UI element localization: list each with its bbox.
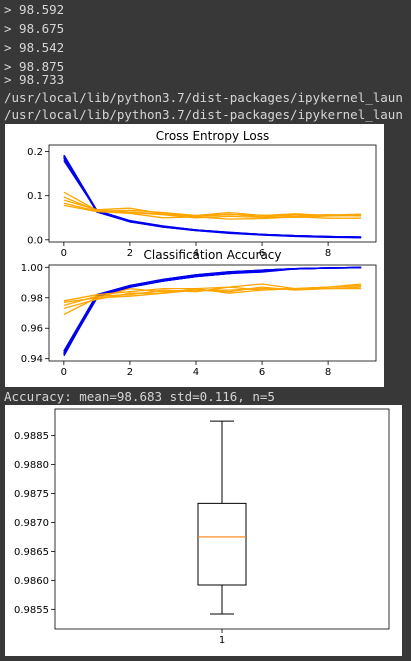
train-line [63,159,362,238]
y-tick-label: 0.1 [27,191,43,202]
plot-frame [48,144,377,243]
y-tick-label: 0.94 [21,354,43,365]
output-line: > 98.592 [4,2,65,17]
y-tick-label: 0.9855 [14,605,49,616]
test-line [63,191,362,218]
x-tick-label: 1 [219,635,225,646]
loss-accuracy-svg: 0 2 4 6 8 0.0 0.1 0.2 Cross Entropy Loss 0 2 4 6 8 0.9… [21,129,377,378]
train-line [63,266,362,355]
plot-frame [48,264,377,362]
output-line: > 98.733 [4,72,65,87]
y-tick-label: 0.9885 [14,431,49,442]
x-tick-label: 0 [61,248,67,259]
test-line [63,199,362,218]
chart-title: Cross Entropy Loss [156,129,269,143]
y-tick-label: 0.2 [27,147,43,158]
test-line [63,283,362,302]
train-line [63,157,362,239]
y-tick-label: 0.9860 [14,576,49,587]
train-line [63,266,362,352]
x-tick-label: 0 [61,367,67,378]
y-tick-label: 0.98 [21,293,43,304]
iqr-box [197,502,247,586]
boxplot-figure: 0.9855 0.9860 0.9865 0.9870 0.9875 0.9880 0.98… [5,405,402,656]
test-line [63,202,362,217]
x-tick-label: 8 [325,248,331,259]
x-tick-label: 2 [127,367,133,378]
train-line [63,266,362,355]
plot-frame [54,408,390,630]
y-tick-label: 0.9865 [14,547,49,558]
x-tick-label: 4 [193,367,199,378]
accuracy-summary: Accuracy: mean=98.683 std=0.116, n=5 [4,389,275,404]
x-tick-label: 6 [259,367,265,378]
train-line [63,266,362,354]
warning-line: /usr/local/lib/python3.7/dist-packages/i… [4,90,403,105]
test-line [63,204,362,220]
chart-title: Classification Accuracy [144,248,282,262]
y-tick-label: 0.9870 [14,518,49,529]
train-line [63,156,362,239]
output-line: > 98.875 [4,59,65,74]
y-tick-label: 0.9875 [14,489,49,500]
y-tick-label: 0.9880 [14,460,49,471]
test-line [63,196,362,219]
train-line [63,154,362,238]
y-tick-label: 0.0 [27,235,43,246]
x-tick-label: 8 [325,367,331,378]
output-line: > 98.542 [4,40,65,55]
warning-line: /usr/local/lib/python3.7/dist-packages/i… [4,107,403,122]
x-tick-label: 6 [259,248,265,259]
x-tick-label: 4 [193,248,199,259]
x-tick-label: 2 [127,248,133,259]
train-line [63,155,362,238]
loss-accuracy-figure: 0 2 4 6 8 0.0 0.1 0.2 Cross Entropy Loss 0 2 4 6 8 0.9… [5,124,384,387]
y-tick-label: 1.00 [21,263,43,274]
test-line [63,286,362,307]
train-line [63,266,362,357]
y-tick-label: 0.96 [21,324,43,335]
output-line: > 98.675 [4,21,65,36]
boxplot-svg: 0.9855 0.9860 0.9865 0.9870 0.9875 0.9880 0.98… [14,408,390,646]
